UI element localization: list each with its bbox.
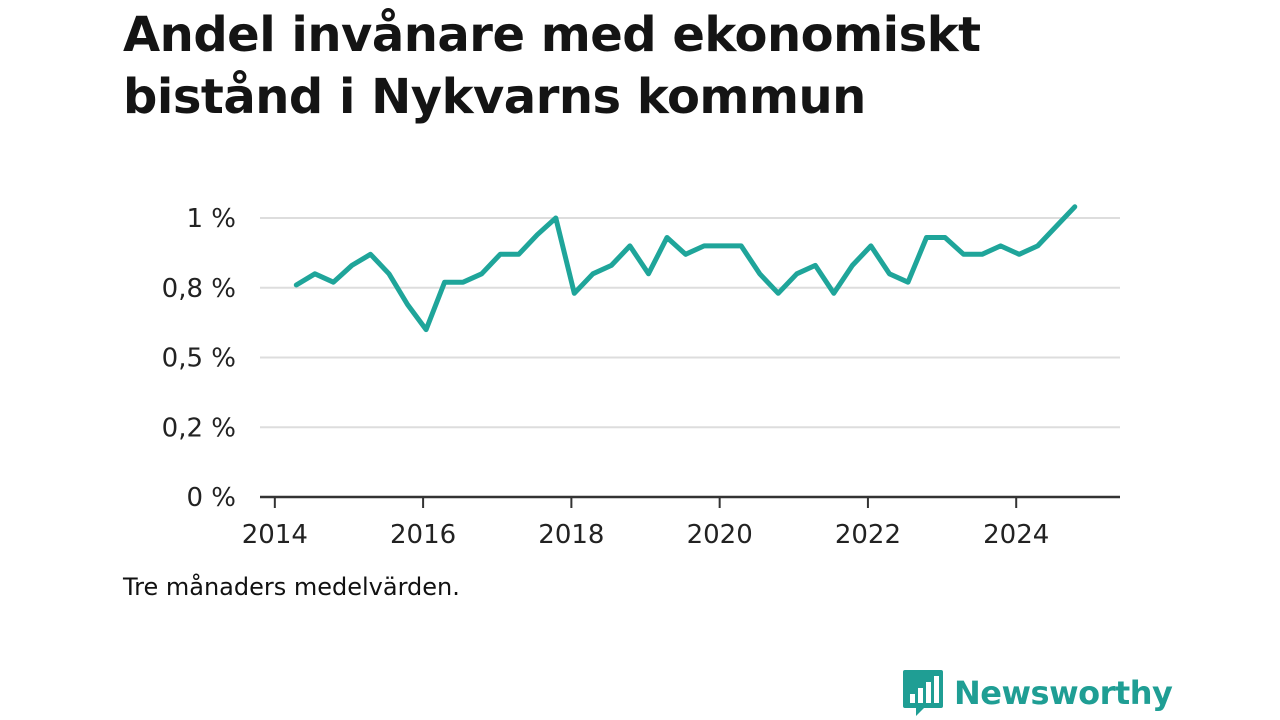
data-point (740, 245, 742, 247)
data-point (833, 292, 835, 295)
chart-title: Andel invånare med ekonomiskt bistånd i … (123, 7, 981, 125)
y-tick-label: 0 % (186, 483, 236, 513)
data-point (369, 253, 372, 256)
data-point (981, 253, 983, 256)
data-point (499, 253, 502, 256)
brand-name: Newsworthy (954, 674, 1173, 712)
x-tick-label: 2020 (687, 520, 753, 550)
y-axis-ticks: 0 % 0,2 % 0,5 % 0,8 % 1 % (162, 204, 236, 513)
data-point (332, 281, 335, 284)
gridlines (260, 217, 1120, 429)
data-point (573, 292, 576, 295)
data-point (629, 245, 631, 247)
data-point (703, 245, 705, 247)
data-point (851, 264, 854, 267)
data-point (684, 253, 687, 256)
data-point (666, 236, 668, 239)
data-point (610, 264, 613, 267)
series-layer (293, 204, 1078, 333)
brand-logo: Newsworthy (902, 668, 1173, 718)
y-tick-label: 0,5 % (162, 344, 236, 374)
data-point (721, 245, 724, 247)
y-tick-label: 0,2 % (162, 413, 236, 443)
y-tick-label: 1 % (186, 204, 236, 234)
data-point (870, 245, 872, 247)
data-point (907, 281, 909, 284)
data-point (536, 233, 539, 236)
data-point (295, 284, 298, 286)
y-tick-label: 0,8 % (162, 274, 236, 304)
data-point (351, 264, 353, 267)
chart-footnote: Tre månaders medelvärden. (123, 573, 460, 601)
data-point (480, 273, 483, 275)
data-point (314, 273, 316, 275)
data-point (758, 273, 761, 275)
data-point (443, 281, 446, 284)
x-tick-label: 2014 (242, 520, 308, 550)
bar-chart-speech-bubble-icon (903, 670, 943, 716)
data-point (962, 253, 965, 256)
data-point (592, 273, 594, 275)
data-point (462, 281, 464, 284)
x-tick-label: 2024 (983, 520, 1049, 550)
data-point (425, 328, 427, 331)
x-axis-ticks: 2014 2016 2018 2020 2022 2024 (242, 497, 1049, 550)
data-point (1036, 245, 1039, 247)
data-point (555, 217, 557, 219)
data-point (888, 273, 891, 275)
data-point (999, 245, 1002, 247)
data-point (1018, 253, 1020, 256)
x-tick-label: 2022 (835, 520, 901, 550)
data-point (796, 273, 798, 275)
series-line-0 (293, 204, 1078, 333)
data-point (1055, 225, 1057, 228)
x-tick-label: 2016 (390, 520, 456, 550)
data-point (944, 236, 946, 239)
data-point (647, 273, 650, 275)
data-point (517, 253, 520, 256)
data-point (925, 236, 928, 239)
data-point (388, 273, 390, 275)
data-point (1074, 206, 1076, 208)
x-tick-label: 2018 (538, 520, 604, 550)
data-point (814, 264, 817, 267)
data-point (777, 292, 779, 295)
data-point (406, 303, 409, 306)
